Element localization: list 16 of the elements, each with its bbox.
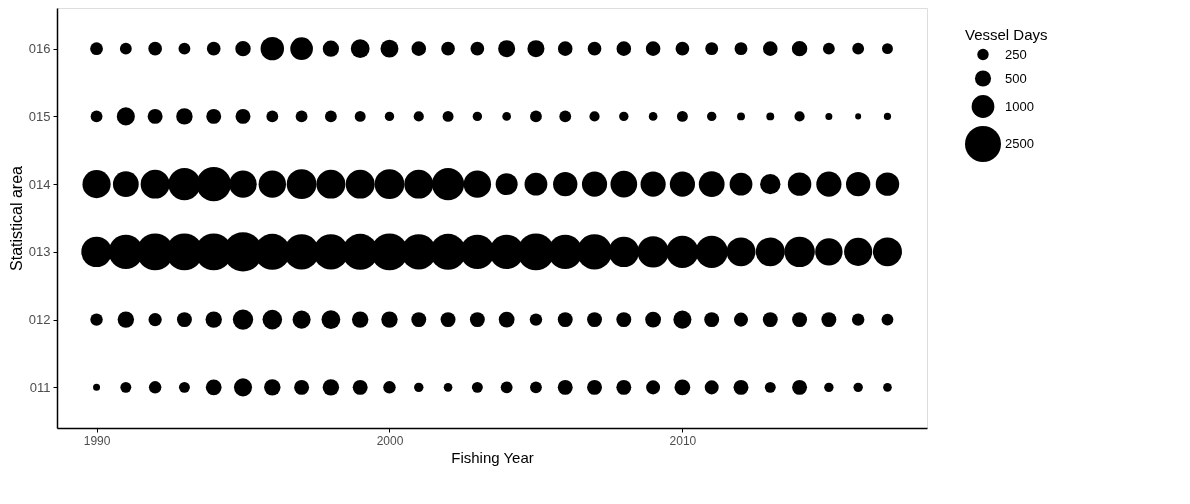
legend-label: 250 (1005, 46, 1027, 62)
legend-label: 1000 (1005, 98, 1034, 114)
x-tick-label: 2000 (376, 433, 404, 448)
legend-title: Vessel Days (965, 26, 1048, 43)
y-tick-label: 013 (28, 244, 51, 260)
y-tick-label: 011 (29, 379, 51, 395)
legend-label: 2500 (1005, 136, 1034, 151)
legend-label: 500 (1005, 70, 1027, 86)
x-axis-title: Fishing Year (451, 448, 534, 466)
x-tick-label: 1990 (83, 433, 111, 448)
y-tick-label: 015 (28, 108, 51, 124)
y-tick-label: 014 (28, 176, 51, 192)
y-tick-label: 016 (28, 41, 51, 57)
y-axis-title: Statistical area (7, 165, 25, 271)
y-tick-label: 012 (28, 312, 51, 328)
x-tick-label: 2010 (669, 433, 697, 448)
